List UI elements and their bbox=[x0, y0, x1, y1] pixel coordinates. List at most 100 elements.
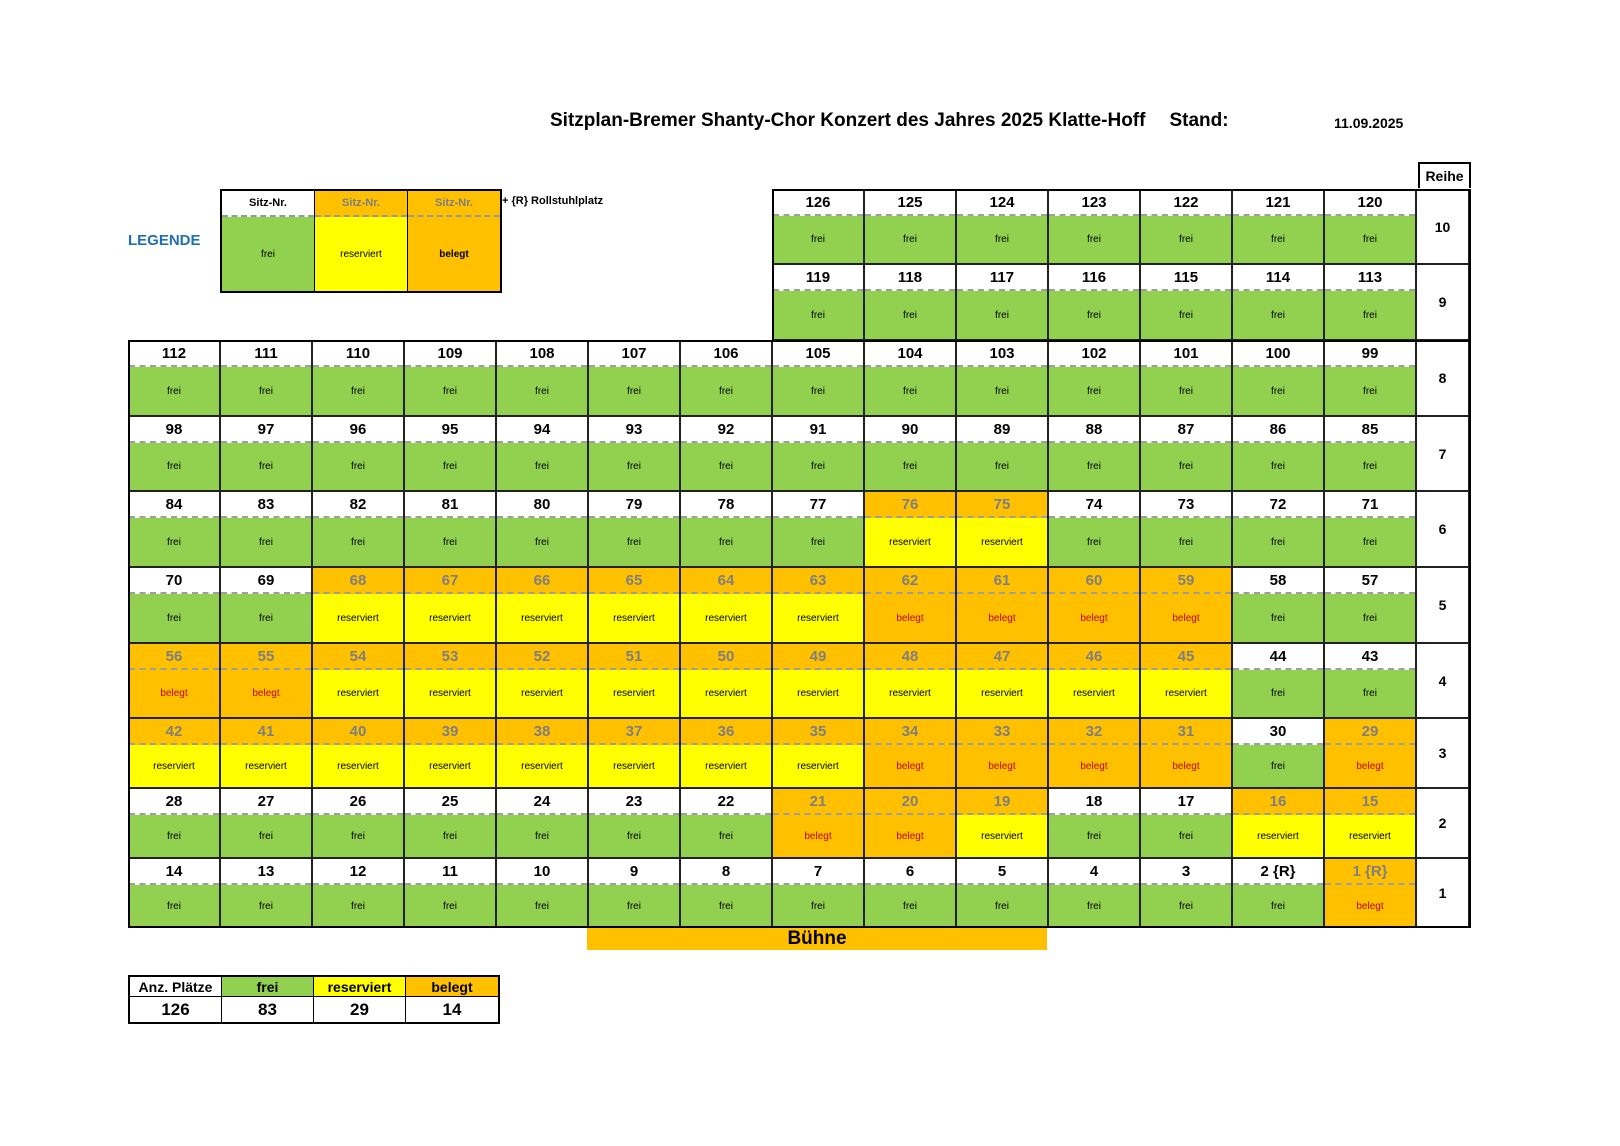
seat-cell: 88 frei bbox=[1048, 416, 1140, 491]
seat-cell: 45 reserviert bbox=[1140, 643, 1232, 718]
seat-status: frei bbox=[221, 367, 311, 415]
summary-header-total: Anz. Plätze bbox=[130, 977, 222, 997]
seat-number: 23 bbox=[589, 789, 679, 815]
seat-number: 98 bbox=[129, 417, 219, 443]
seat-cell: 85 frei bbox=[1324, 416, 1416, 491]
seat-cell: 54 reserviert bbox=[312, 643, 404, 718]
seat-cell: 37 reserviert bbox=[588, 718, 680, 788]
seat-cell: 27 frei bbox=[220, 788, 312, 858]
seat-status: reserviert bbox=[313, 745, 403, 787]
seat-number: 25 bbox=[405, 789, 495, 815]
seat-cell: 6 frei bbox=[864, 858, 956, 928]
seat-number: 117 bbox=[957, 265, 1047, 291]
seat-number: 105 bbox=[773, 341, 863, 367]
seat-status: frei bbox=[1141, 443, 1231, 490]
seat-status: frei bbox=[1233, 367, 1323, 415]
summary-value-total: 126 bbox=[130, 997, 222, 1022]
seat-number: 39 bbox=[405, 719, 495, 745]
seat-status: reserviert bbox=[313, 670, 403, 717]
seat-status: frei bbox=[773, 885, 863, 927]
seat-status: frei bbox=[865, 216, 955, 263]
seat-cell: 95 frei bbox=[404, 416, 496, 491]
seat-number: 66 bbox=[497, 568, 587, 594]
seat-cell: 68 reserviert bbox=[312, 567, 404, 643]
seat-cell: 79 frei bbox=[588, 491, 680, 567]
seat-status: frei bbox=[1233, 291, 1323, 339]
seat-status: frei bbox=[1049, 443, 1139, 490]
seat-cell: 99 frei bbox=[1324, 340, 1416, 416]
seat-cell: 82 frei bbox=[312, 491, 404, 567]
seat-status: frei bbox=[405, 885, 495, 927]
seat-number: 56 bbox=[129, 644, 219, 670]
seat-number: 4 bbox=[1049, 859, 1139, 885]
seat-cell: 78 frei bbox=[680, 491, 772, 567]
seat-number: 90 bbox=[865, 417, 955, 443]
seat-status: frei bbox=[497, 518, 587, 566]
seat-status: frei bbox=[129, 885, 219, 927]
seat-cell: 114 frei bbox=[1232, 264, 1324, 340]
seat-status: reserviert bbox=[681, 670, 771, 717]
seat-number: 10 bbox=[497, 859, 587, 885]
seat-status: reserviert bbox=[497, 745, 587, 787]
seat-status: frei bbox=[957, 367, 1047, 415]
seat-number: 27 bbox=[221, 789, 311, 815]
seat-cell: 98 frei bbox=[128, 416, 220, 491]
seat-status: frei bbox=[773, 518, 863, 566]
seat-status: reserviert bbox=[313, 594, 403, 642]
seat-number: 48 bbox=[865, 644, 955, 670]
page-title: Sitzplan-Bremer Shanty-Chor Konzert des … bbox=[550, 110, 1229, 132]
seat-status: reserviert bbox=[773, 594, 863, 642]
seat-status: reserviert bbox=[1233, 815, 1323, 857]
seat-number: 17 bbox=[1141, 789, 1231, 815]
seat-number: 32 bbox=[1049, 719, 1139, 745]
row-label: 2 bbox=[1416, 788, 1469, 858]
legend-label: LEGENDE bbox=[128, 232, 201, 249]
seat-status: frei bbox=[681, 815, 771, 857]
seat-cell: 93 frei bbox=[588, 416, 680, 491]
seat-number: 73 bbox=[1141, 492, 1231, 518]
stage: Bühne bbox=[587, 928, 1047, 950]
seat-number: 47 bbox=[957, 644, 1047, 670]
seat-number: 16 bbox=[1233, 789, 1323, 815]
seat-status: frei bbox=[405, 518, 495, 566]
seat-cell: 61 belegt bbox=[956, 567, 1048, 643]
seat-cell: 87 frei bbox=[1140, 416, 1232, 491]
seat-status: frei bbox=[1049, 291, 1139, 339]
seat-cell: 126 frei bbox=[772, 189, 864, 264]
seat-cell: 46 reserviert bbox=[1048, 643, 1140, 718]
seat-status: frei bbox=[129, 594, 219, 642]
seat-status: frei bbox=[129, 518, 219, 566]
seat-cell: 41 reserviert bbox=[220, 718, 312, 788]
seat-cell: 26 frei bbox=[312, 788, 404, 858]
seat-number: 119 bbox=[773, 265, 863, 291]
seat-cell: 65 reserviert bbox=[588, 567, 680, 643]
seat-cell: 91 frei bbox=[772, 416, 864, 491]
seat-status: belegt bbox=[773, 815, 863, 857]
seat-status: reserviert bbox=[589, 670, 679, 717]
seat-status: frei bbox=[221, 815, 311, 857]
seat-cell: 23 frei bbox=[588, 788, 680, 858]
seat-cell: 49 reserviert bbox=[772, 643, 864, 718]
seat-status: frei bbox=[957, 291, 1047, 339]
seat-number: 111 bbox=[221, 341, 311, 367]
seat-number: 49 bbox=[773, 644, 863, 670]
seat-cell: 105 frei bbox=[772, 340, 864, 416]
seat-cell: 90 frei bbox=[864, 416, 956, 491]
seat-number: 20 bbox=[865, 789, 955, 815]
seat-status: reserviert bbox=[865, 670, 955, 717]
seat-status: frei bbox=[1325, 670, 1415, 717]
seat-cell: 113 frei bbox=[1324, 264, 1416, 340]
seat-cell: 118 frei bbox=[864, 264, 956, 340]
seat-cell: 34 belegt bbox=[864, 718, 956, 788]
seat-status: reserviert bbox=[1325, 815, 1415, 857]
seat-number: 64 bbox=[681, 568, 771, 594]
row-label: 9 bbox=[1416, 264, 1469, 340]
seat-cell: 14 frei bbox=[128, 858, 220, 928]
seat-number: 62 bbox=[865, 568, 955, 594]
seat-status: frei bbox=[1233, 443, 1323, 490]
seat-cell: 119 frei bbox=[772, 264, 864, 340]
seat-number: 67 bbox=[405, 568, 495, 594]
seat-status: belegt bbox=[221, 670, 311, 717]
seat-status: frei bbox=[313, 518, 403, 566]
seat-cell: 106 frei bbox=[680, 340, 772, 416]
